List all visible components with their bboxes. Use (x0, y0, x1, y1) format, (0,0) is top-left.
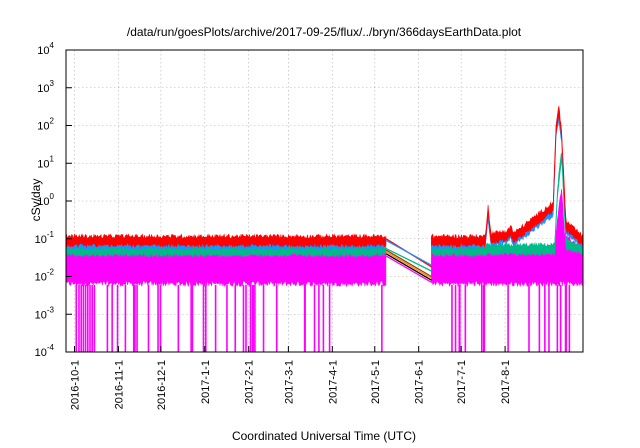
x-tick-label: 2017-8-1 (500, 360, 512, 404)
chart-title: /data/run/goesPlots/archive/2017-09-25/f… (127, 25, 522, 39)
x-tick-label: 2017-7-1 (456, 360, 468, 404)
grid-lines (66, 49, 583, 353)
y-tick-label: 101 (37, 154, 54, 170)
y-tick-label: 10-1 (35, 230, 55, 246)
x-axis-label: Coordinated Universal Time (UTC) (232, 429, 416, 443)
x-tick-label: 2016-10-1 (69, 360, 81, 410)
x-tick-label: 2017-4-1 (327, 360, 339, 404)
y-tick-label: 10-3 (35, 305, 55, 321)
y-tick-label: 104 (37, 41, 54, 57)
gap-connector (385, 253, 432, 281)
x-tick-label: 2017-6-1 (414, 360, 426, 404)
x-tick-label: 2016-12-1 (156, 360, 168, 410)
gap-connector (385, 239, 432, 266)
x-tick-label: 2017-3-1 (283, 360, 295, 404)
gap-connector (385, 249, 432, 278)
data-series-band (65, 233, 387, 249)
plot-frame (65, 49, 584, 353)
x-tick-label: 2017-1-1 (200, 360, 212, 404)
axis-ticks: 10-410-310-210-11001011021031042016-10-1… (35, 41, 512, 410)
x-tick-label: 2017-5-1 (370, 360, 382, 404)
y-axis-label: cSv/day (29, 179, 43, 222)
y-tick-label: 10-2 (35, 268, 55, 284)
gap-connector (385, 255, 432, 283)
y-tick-label: 103 (37, 79, 54, 95)
x-tick-label: 2016-11-1 (113, 360, 125, 409)
gap-connector (385, 251, 432, 279)
plot-data (65, 106, 583, 352)
x-tick-label: 2017-2-1 (244, 360, 256, 404)
gap-connector (385, 247, 432, 272)
y-tick-label: 10-4 (35, 343, 55, 359)
y-tick-label: 102 (37, 117, 54, 133)
